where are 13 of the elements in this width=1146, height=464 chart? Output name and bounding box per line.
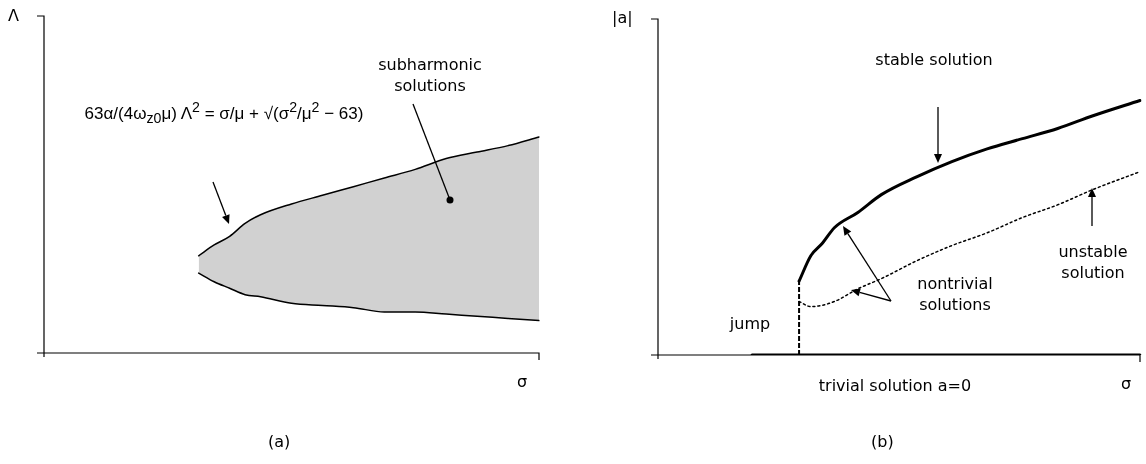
- x-axis-title: σ: [1121, 374, 1132, 393]
- text: 63α/(4ω$_{z0}$μ) Λ$^{2}$ = σ/μ + √(σ$^{2}$/μ$^{2}$ − 63): [84, 99, 364, 127]
- y-axis-title: |a|: [612, 8, 633, 27]
- y-axis-title: Λ: [8, 6, 19, 25]
- text: subharmonic solutions: [377, 55, 483, 97]
- text: (b): [871, 432, 894, 451]
- text: trivial solution a=0: [817, 376, 973, 397]
- text: stable solution: [874, 50, 994, 71]
- x-axis-title: σ: [517, 372, 528, 391]
- annotation: nontrivial solutions: [916, 274, 994, 316]
- annotation: unstable solution: [1057, 242, 1129, 284]
- annotation: jump: [728, 314, 772, 335]
- text: (a): [268, 432, 291, 451]
